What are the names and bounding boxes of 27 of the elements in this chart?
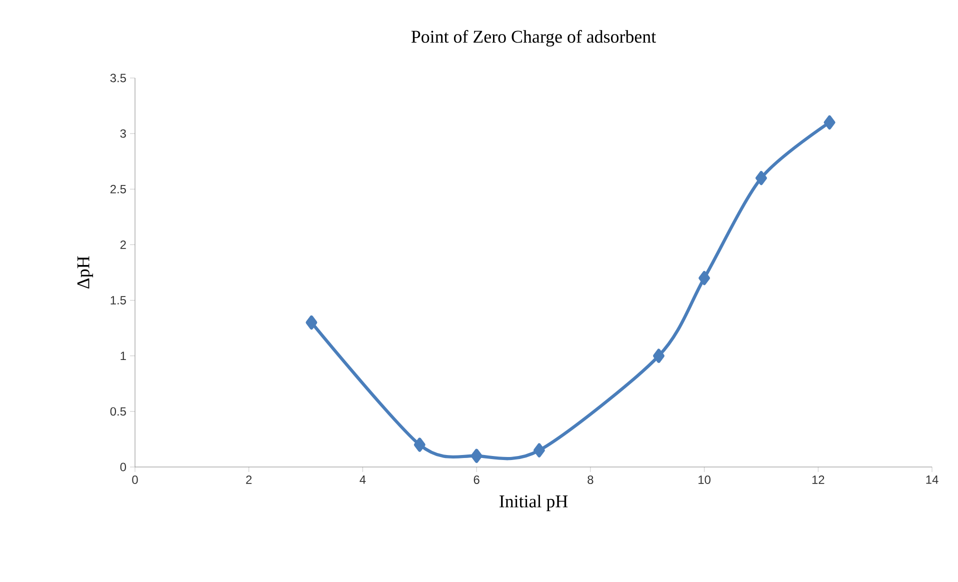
x-tick-label: 8 xyxy=(588,476,594,484)
y-tick-label: 1 xyxy=(120,352,126,360)
point xyxy=(470,448,482,463)
y-tick-label: 0 xyxy=(120,462,126,472)
x-tick-label: 12 xyxy=(812,476,824,484)
x-tick-label: 4 xyxy=(360,476,366,484)
point xyxy=(414,438,426,452)
point xyxy=(698,270,710,286)
y-tick-label: 3.5 xyxy=(110,74,126,82)
y-axis-title: ΔpH xyxy=(77,256,94,289)
y-tick-label: 2.5 xyxy=(110,184,126,194)
y-tick-label: 2 xyxy=(120,240,126,249)
point xyxy=(533,443,545,458)
y-tick-label: 3 xyxy=(120,129,126,138)
x-tick-label: 10 xyxy=(698,476,710,484)
y-tick-label: 1.5 xyxy=(110,296,126,304)
x-tick-label: 6 xyxy=(474,476,480,484)
x-tick-label: 0 xyxy=(132,476,138,484)
point xyxy=(653,348,664,363)
point xyxy=(306,315,318,330)
point xyxy=(824,115,836,130)
x-tick-label: 2 xyxy=(246,476,252,484)
chart-title: Point of Zero Charge of adsorbent xyxy=(411,30,656,47)
y-tick-label: 0.5 xyxy=(110,407,126,416)
x-tick-label: 14 xyxy=(926,476,938,484)
x-axis-title: Initial pH xyxy=(500,494,568,512)
point xyxy=(756,170,767,186)
